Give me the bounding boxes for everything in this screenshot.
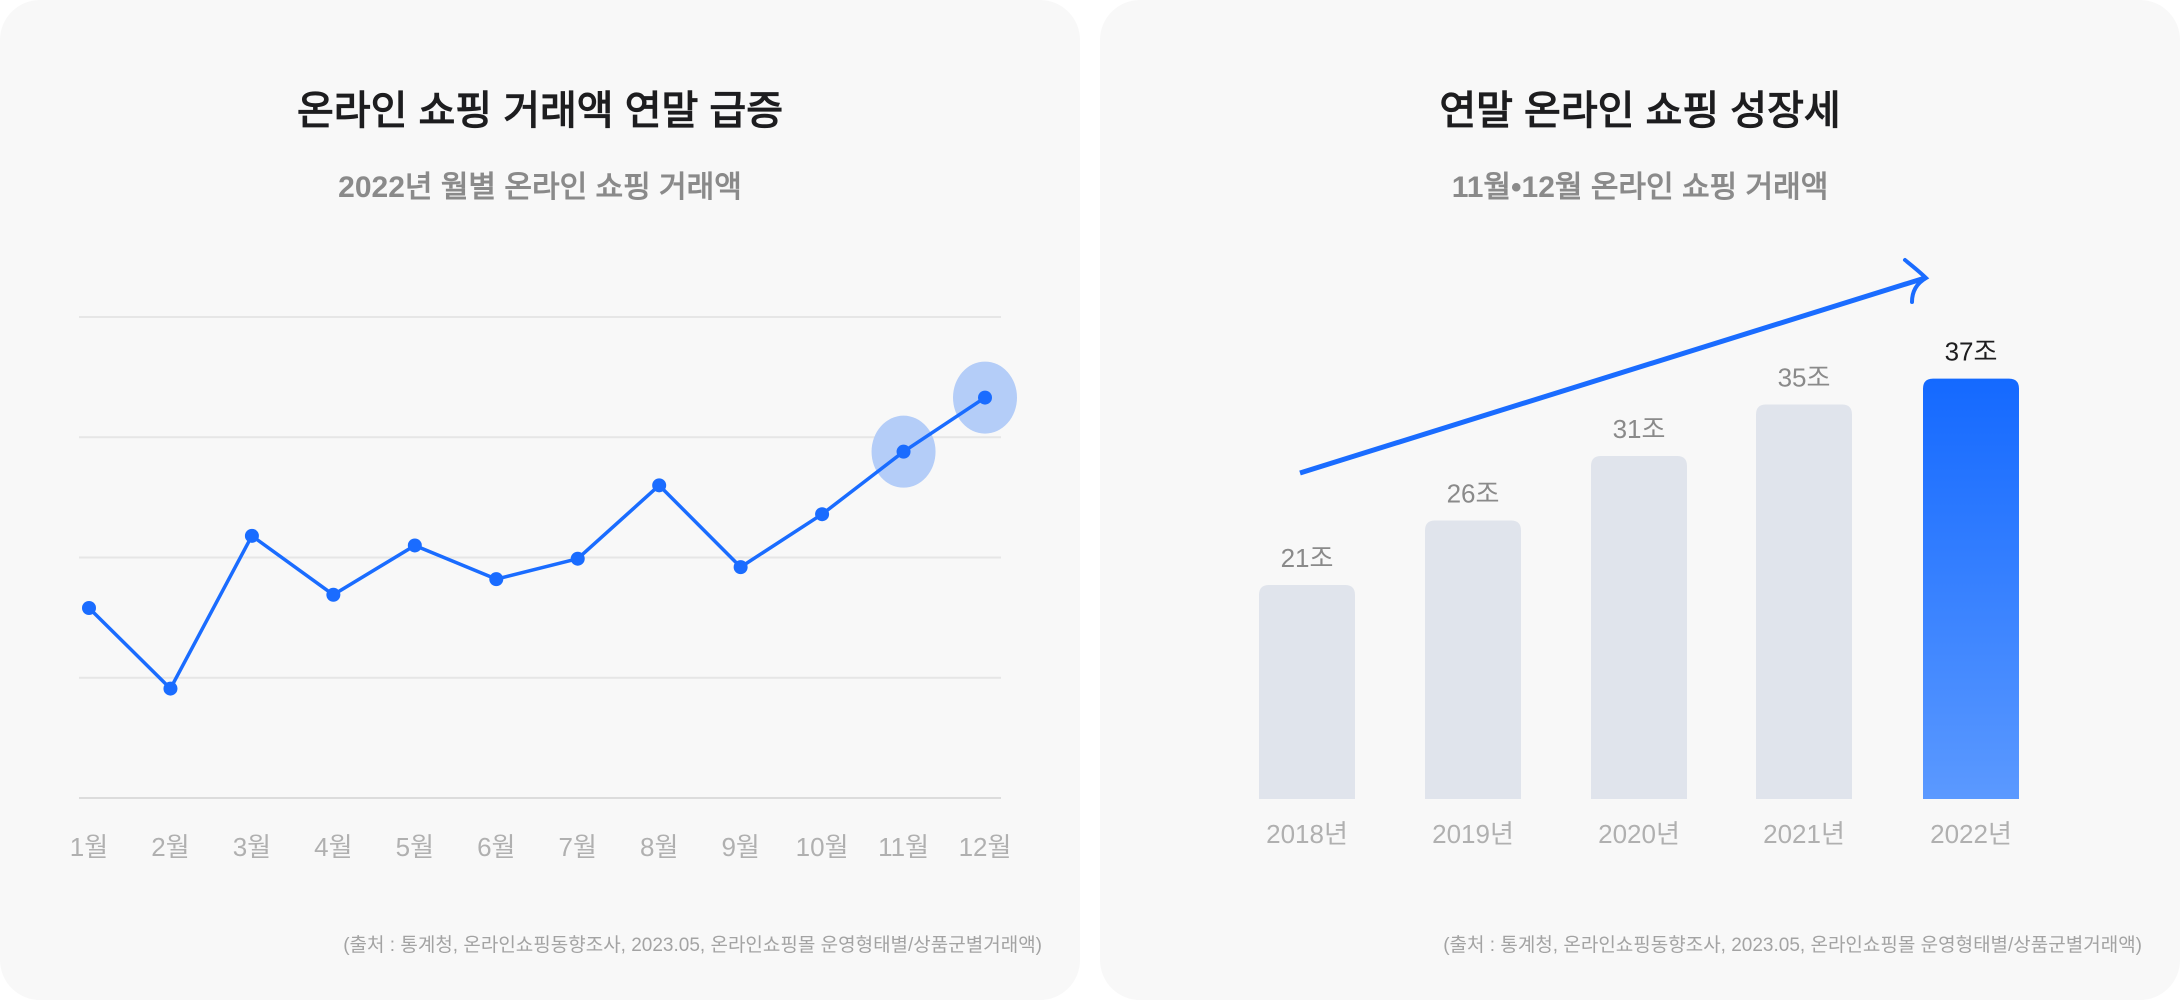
x-tick-label: 2020년 [1598, 819, 1680, 849]
data-label: 35조 [1778, 362, 1831, 392]
data-label: 21조 [1281, 543, 1334, 573]
x-tick-label: 10월 [796, 832, 849, 862]
data-label: 31조 [1613, 414, 1666, 444]
data-point [489, 572, 504, 587]
data-point [244, 528, 259, 543]
data-label: 26조 [1447, 479, 1500, 509]
x-tick-label: 9월 [721, 832, 759, 862]
x-tick-label: 2018년 [1266, 819, 1348, 849]
bar [1756, 404, 1852, 799]
data-label: 37조 [1945, 337, 1998, 367]
bar-chart-card: 연말 온라인 쇼핑 성장세 11월•12월 온라인 쇼핑 거래액 21조 2018… [1100, 0, 2180, 1000]
bar-chart-title: 연말 온라인 쇼핑 성장세 [1439, 89, 1841, 133]
x-tick-label: 8월 [640, 832, 678, 862]
data-point [815, 507, 830, 522]
x-tick-label: 12월 [959, 832, 1012, 862]
line-chart-source: (출처 : 통계청, 온라인쇼핑동향조사, 2023.05, 온라인쇼핑몰 운영… [343, 935, 1042, 956]
x-tick-label: 2022년 [1930, 819, 2012, 849]
bar-chart: 21조 2018년 26조 2019년 31조 2020년 35조 2021년 37조 2022년 [1259, 258, 2019, 849]
x-tick-label: 5월 [396, 832, 434, 862]
line-chart-subtitle: 2022년 월별 온라인 쇼핑 거래액 [338, 171, 742, 204]
x-tick-label: 4월 [314, 832, 352, 862]
bar [1425, 520, 1521, 799]
data-point [733, 560, 748, 575]
trend-arrow-line [1299, 275, 1926, 476]
data-point [163, 681, 178, 696]
data-point [82, 601, 96, 616]
x-tick-label: 11월 [878, 832, 929, 862]
line-chart: 1월 2월 3월 4월 5월 6월 7월 8월 9월 10월 11월 12월 [70, 316, 1017, 862]
x-tick-label: 2월 [151, 832, 189, 862]
x-tick-label: 3월 [233, 832, 271, 862]
series-line [87, 396, 986, 691]
data-point [570, 551, 585, 566]
x-tick-label: 2021년 [1763, 819, 1845, 849]
x-tick-label: 6월 [477, 832, 515, 862]
x-tick-label: 2019년 [1432, 819, 1514, 849]
bar [1923, 378, 2019, 799]
data-point [407, 538, 422, 553]
data-point [652, 478, 667, 493]
line-chart-card: 온라인 쇼핑 거래액 연말 급증 2022년 월별 온라인 쇼핑 거래액 1월 2… [0, 0, 1080, 1000]
x-tick-label: 7월 [559, 832, 597, 862]
data-point [978, 390, 992, 405]
bar-chart-source: (출처 : 통계청, 온라인쇼핑동향조사, 2023.05, 온라인쇼핑몰 운영… [1443, 935, 2142, 956]
x-tick-label: 1월 [70, 832, 108, 862]
bar-chart-subtitle: 11월•12월 온라인 쇼핑 거래액 [1451, 171, 1829, 204]
data-point [326, 587, 341, 602]
bar [1259, 585, 1355, 799]
trend-arrow-head-icon [1903, 258, 1930, 304]
data-point [896, 444, 911, 459]
bar [1591, 456, 1687, 799]
line-chart-title: 온라인 쇼핑 거래액 연말 급증 [296, 89, 784, 133]
